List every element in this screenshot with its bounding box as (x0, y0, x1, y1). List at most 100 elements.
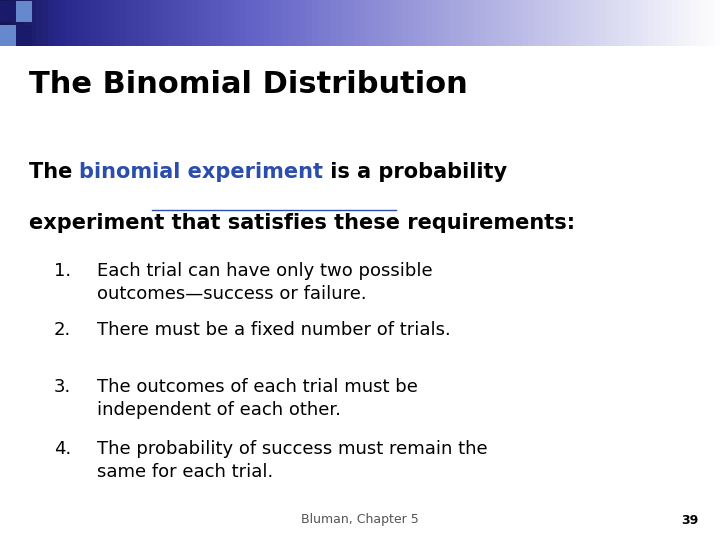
Bar (90, 0, 97, 46)
Bar (16, 25, 32, 46)
Bar (264, 0, 271, 46)
Bar (114, 0, 122, 46)
Bar (126, 0, 133, 46)
Bar (120, 0, 127, 46)
Bar (630, 0, 637, 46)
Text: binomial experiment: binomial experiment (79, 162, 323, 182)
Bar (606, 0, 613, 46)
Bar (552, 0, 559, 46)
Bar (396, 0, 403, 46)
Bar (72, 0, 79, 46)
Bar (378, 0, 385, 46)
Bar (714, 0, 720, 46)
Bar (174, 0, 181, 46)
Bar (390, 0, 397, 46)
Bar (456, 0, 464, 46)
Bar (96, 0, 104, 46)
Bar (132, 0, 140, 46)
Bar (36, 0, 43, 46)
Bar (354, 0, 361, 46)
Text: experiment that satisfies these requirements:: experiment that satisfies these requirem… (29, 213, 575, 233)
Bar (54, 0, 61, 46)
Bar (342, 0, 349, 46)
Bar (510, 0, 518, 46)
Text: is a probability: is a probability (323, 162, 508, 182)
Bar (444, 0, 451, 46)
Bar (402, 0, 410, 46)
Bar (690, 0, 698, 46)
Bar (474, 0, 482, 46)
Bar (318, 0, 325, 46)
Bar (0, 1, 16, 22)
Text: The Binomial Distribution: The Binomial Distribution (29, 70, 467, 99)
Bar (0, 25, 16, 46)
Bar (504, 0, 511, 46)
Bar (678, 0, 685, 46)
Bar (138, 0, 145, 46)
Bar (288, 0, 295, 46)
Bar (624, 0, 631, 46)
Bar (168, 0, 176, 46)
Bar (324, 0, 331, 46)
Bar (0, 0, 7, 46)
Bar (582, 0, 590, 46)
Bar (144, 0, 151, 46)
Bar (108, 0, 115, 46)
Bar (312, 0, 320, 46)
Bar (450, 0, 457, 46)
Bar (426, 0, 433, 46)
Text: The probability of success must remain the
same for each trial.: The probability of success must remain t… (97, 440, 488, 481)
Bar (306, 0, 313, 46)
Bar (618, 0, 626, 46)
Bar (282, 0, 289, 46)
Text: 4.: 4. (54, 440, 71, 458)
Bar (576, 0, 583, 46)
Text: Bluman, Chapter 5: Bluman, Chapter 5 (301, 514, 419, 526)
Bar (570, 0, 577, 46)
Bar (30, 0, 37, 46)
Text: 2.: 2. (54, 321, 71, 339)
Bar (24, 0, 32, 46)
Bar (150, 0, 158, 46)
Bar (16, 1, 32, 22)
Bar (18, 0, 25, 46)
Bar (546, 0, 554, 46)
Bar (558, 0, 565, 46)
Bar (600, 0, 608, 46)
Bar (294, 0, 302, 46)
Bar (270, 0, 277, 46)
Bar (102, 0, 109, 46)
Text: There must be a fixed number of trials.: There must be a fixed number of trials. (97, 321, 451, 339)
Bar (222, 0, 230, 46)
Bar (588, 0, 595, 46)
Bar (498, 0, 505, 46)
Bar (612, 0, 619, 46)
Bar (198, 0, 205, 46)
Bar (648, 0, 655, 46)
Bar (156, 0, 163, 46)
Text: The outcomes of each trial must be
independent of each other.: The outcomes of each trial must be indep… (97, 378, 418, 419)
Bar (480, 0, 487, 46)
Bar (12, 0, 19, 46)
Bar (186, 0, 194, 46)
Bar (408, 0, 415, 46)
Bar (366, 0, 374, 46)
Bar (702, 0, 709, 46)
Bar (66, 0, 73, 46)
Text: 39: 39 (681, 514, 698, 526)
Bar (348, 0, 356, 46)
Bar (228, 0, 235, 46)
Bar (252, 0, 259, 46)
Bar (372, 0, 379, 46)
Bar (216, 0, 223, 46)
Bar (462, 0, 469, 46)
Bar (672, 0, 680, 46)
Bar (486, 0, 493, 46)
Bar (666, 0, 673, 46)
Text: 1.: 1. (54, 262, 71, 280)
Bar (708, 0, 716, 46)
Bar (180, 0, 187, 46)
Bar (240, 0, 248, 46)
Bar (192, 0, 199, 46)
Bar (528, 0, 536, 46)
